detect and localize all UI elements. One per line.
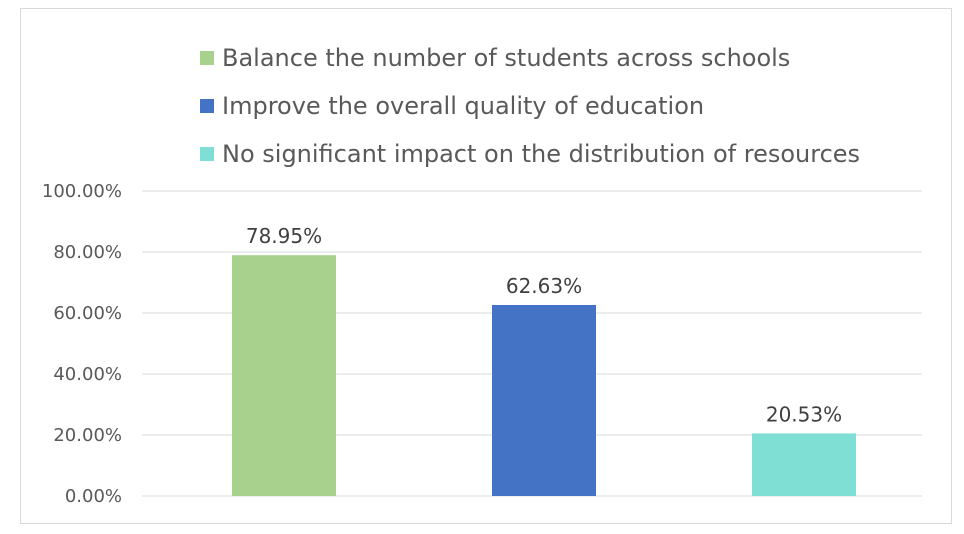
legend: Balance the number of students across sc… — [200, 34, 860, 178]
bar — [492, 304, 596, 496]
data-label: 20.53% — [766, 402, 842, 426]
y-tick-label: 100.00% — [42, 181, 122, 202]
legend-item-no-impact: No significant impact on the distributio… — [200, 130, 860, 178]
y-tick-label: 60.00% — [53, 303, 122, 324]
legend-swatch-no-impact — [200, 147, 214, 161]
legend-label-balance: Balance the number of students across sc… — [222, 44, 791, 72]
y-tick-label: 0.00% — [65, 486, 122, 507]
legend-item-quality: Improve the overall quality of education — [200, 82, 860, 130]
bar — [232, 255, 336, 496]
data-label: 78.95% — [246, 224, 322, 248]
legend-swatch-balance — [200, 51, 214, 65]
legend-label-no-impact: No significant impact on the distributio… — [222, 140, 861, 168]
y-tick-label: 40.00% — [53, 364, 122, 385]
legend-label-quality: Improve the overall quality of education — [222, 92, 705, 120]
y-tick-label: 80.00% — [53, 242, 122, 263]
bar — [752, 433, 856, 496]
data-label: 62.63% — [506, 274, 582, 298]
legend-swatch-quality — [200, 99, 214, 113]
y-tick-label: 20.00% — [53, 425, 122, 446]
legend-item-balance: Balance the number of students across sc… — [200, 34, 860, 82]
